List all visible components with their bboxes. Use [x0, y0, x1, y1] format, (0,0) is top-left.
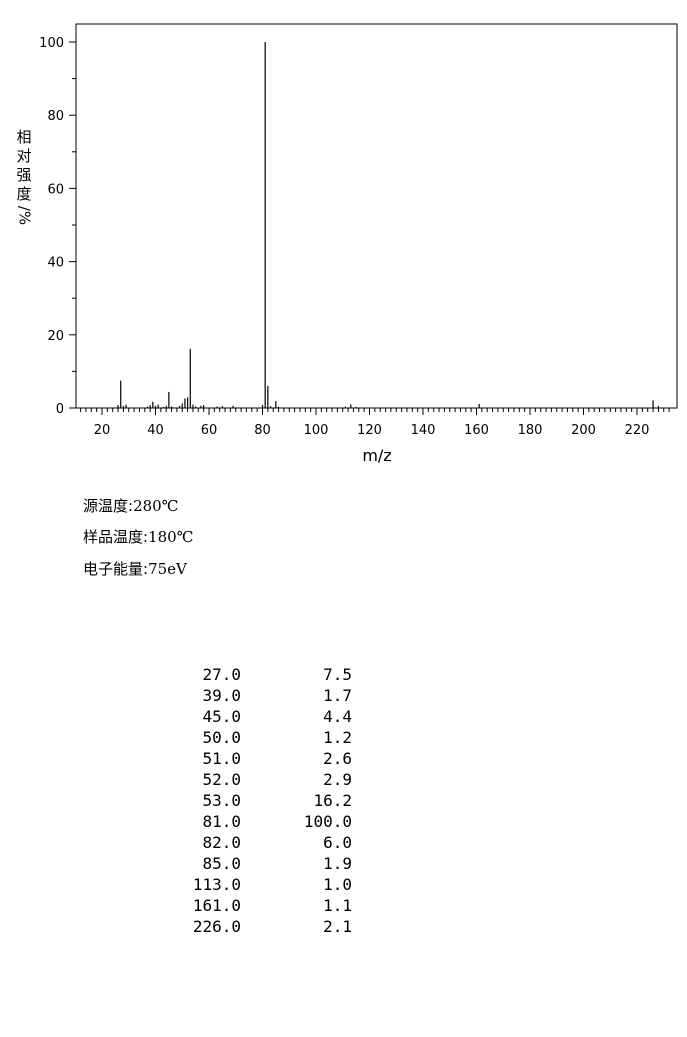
abundance-cell: 16.2 — [313, 791, 352, 810]
y-axis-label-char: 强 — [16, 166, 32, 184]
table-row: 113.0 1.0 — [170, 874, 352, 895]
mz-cell: 53.0 — [202, 791, 241, 810]
y-tick-label: 60 — [47, 182, 64, 197]
x-tick-label: 60 — [201, 423, 218, 438]
y-axis-label-char: 相 — [16, 128, 32, 146]
table-row: 53.0 16.2 — [170, 790, 352, 811]
condition-value: 75eV — [148, 560, 187, 578]
y-tick-label: 40 — [47, 256, 64, 271]
spectrum-peaks — [117, 42, 660, 408]
abundance-cell: 2.1 — [323, 917, 352, 936]
condition-value: 180℃ — [148, 528, 194, 546]
abundance-cell: 1.9 — [323, 854, 352, 873]
electron-energy: 电子能量:75eV — [83, 558, 187, 579]
mz-cell: 51.0 — [202, 749, 241, 768]
abundance-cell: 1.1 — [323, 896, 352, 915]
plot-frame — [75, 23, 678, 409]
y-tick-label: 80 — [47, 109, 64, 124]
y-tick-label: 100 — [39, 36, 64, 51]
x-tick-label: 100 — [304, 423, 329, 438]
abundance-cell: 2.9 — [323, 770, 352, 789]
abundance-cell: 2.6 — [323, 749, 352, 768]
y-axis-label-char: 度 — [16, 185, 32, 203]
abundance-cell: 1.0 — [323, 875, 352, 894]
table-row: 50.0 1.2 — [170, 727, 352, 748]
abundance-cell: 4.4 — [323, 707, 352, 726]
y-axis-label-unit: /% — [15, 205, 34, 226]
table-row: 45.0 4.4 — [170, 706, 352, 727]
mz-cell: 161.0 — [192, 896, 241, 915]
mz-cell: 82.0 — [202, 833, 241, 852]
peak-table: 27.0 7.5 39.0 1.7 45.0 4.4 50.0 1.2 51.0 2.6 … — [170, 664, 352, 937]
y-tick-label: 0 — [56, 402, 64, 417]
x-axis-label: m/z — [362, 446, 391, 465]
condition-label: 源温度: — [83, 497, 134, 515]
mz-cell: 52.0 — [202, 770, 241, 789]
x-tick-label: 120 — [357, 423, 382, 438]
x-tick-label: 80 — [254, 423, 271, 438]
condition-label: 电子能量: — [83, 560, 149, 578]
y-axis-label-char: 对 — [16, 147, 32, 165]
mz-cell: 27.0 — [202, 665, 241, 684]
x-tick-label: 140 — [411, 423, 436, 438]
mz-cell: 113.0 — [192, 875, 241, 894]
mass-spectrum-chart: 20 40 60 80 100 120 140 160 180 200 220 0 20 40 60 80 1… — [39, 23, 678, 465]
y-axis-ticks: 0 20 40 60 80 100 — [39, 36, 76, 417]
table-row: 39.0 1.7 — [170, 685, 352, 706]
mz-cell: 81.0 — [202, 812, 241, 831]
table-row: 52.0 2.9 — [170, 769, 352, 790]
condition-value: 280℃ — [133, 497, 179, 515]
x-tick-label: 200 — [571, 423, 596, 438]
table-row: 82.0 6.0 — [170, 832, 352, 853]
table-row: 226.0 2.1 — [170, 916, 352, 937]
mz-cell: 45.0 — [202, 707, 241, 726]
x-tick-label: 220 — [625, 423, 650, 438]
table-row: 85.0 1.9 — [170, 853, 352, 874]
mz-cell: 226.0 — [192, 917, 241, 936]
abundance-cell: 1.7 — [323, 686, 352, 705]
table-row: 161.0 1.1 — [170, 895, 352, 916]
table-row: 51.0 2.6 — [170, 748, 352, 769]
abundance-cell: 100.0 — [303, 812, 352, 831]
condition-label: 样品温度: — [83, 528, 149, 546]
x-axis-ticks: 20 40 60 80 100 120 140 160 180 200 220 — [80, 408, 670, 438]
abundance-cell: 6.0 — [323, 833, 352, 852]
abundance-cell: 1.2 — [323, 728, 352, 747]
x-tick-label: 180 — [518, 423, 543, 438]
y-axis-label: 相 对 强 度 /% — [14, 128, 34, 225]
mz-cell: 50.0 — [202, 728, 241, 747]
y-tick-label: 20 — [47, 329, 64, 344]
x-tick-label: 160 — [464, 423, 489, 438]
table-row: 81.0 100.0 — [170, 811, 352, 832]
abundance-cell: 7.5 — [323, 665, 352, 684]
x-tick-label: 20 — [94, 423, 111, 438]
source-temperature: 源温度:280℃ — [83, 495, 178, 516]
x-tick-label: 40 — [147, 423, 164, 438]
mz-cell: 85.0 — [202, 854, 241, 873]
table-row: 27.0 7.5 — [170, 664, 352, 685]
mz-cell: 39.0 — [202, 686, 241, 705]
sample-temperature: 样品温度:180℃ — [83, 526, 193, 547]
